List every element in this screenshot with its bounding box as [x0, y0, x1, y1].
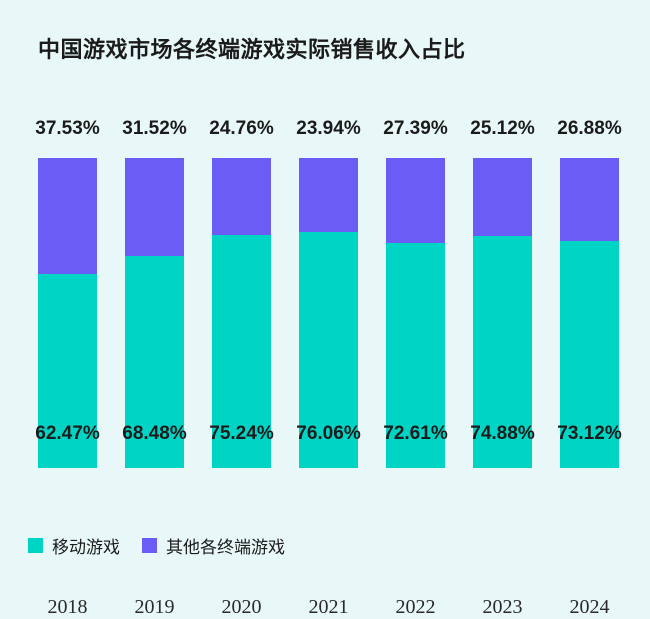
bar-segment-mobile[interactable] — [473, 235, 532, 468]
page-title: 中国游戏市场各终端游戏实际销售收入占比 — [38, 37, 466, 62]
bar-label-other-share: 23.94% — [296, 118, 361, 139]
chart-card: 中国游戏市场各终端游戏实际销售收入占比 37.53% 62.47% 2018 31.5… — [28, 37, 622, 618]
bar-segment-other[interactable] — [299, 158, 358, 233]
bar-label-mobile-share: 74.88% — [470, 423, 535, 444]
legend-label-other: 其他各终端游戏 — [166, 538, 285, 557]
chart-legend: 移动游戏 其他各终端游戏 — [28, 533, 285, 558]
bar-segment-mobile[interactable] — [560, 241, 619, 468]
x-axis-tick-label: 2021 — [308, 596, 349, 618]
x-axis-tick-label: 2023 — [482, 596, 523, 618]
stacked-bar[interactable] — [299, 158, 358, 468]
stacked-bar[interactable] — [38, 158, 97, 468]
bar-label-other-share: 31.52% — [122, 118, 187, 139]
x-axis-tick-label: 2020 — [221, 596, 262, 618]
bar-label-mobile-share: 62.47% — [35, 423, 100, 444]
stacked-bar[interactable] — [212, 158, 271, 468]
bar-label-mobile-share: 76.06% — [296, 423, 361, 444]
legend-item-mobile[interactable]: 移动游戏 — [28, 533, 120, 558]
bar-label-other-share: 26.88% — [557, 118, 622, 139]
bar-label-mobile-share: 72.61% — [383, 423, 448, 444]
stacked-bar[interactable] — [473, 158, 532, 468]
bar-label-mobile-share: 73.12% — [557, 423, 622, 444]
bar-label-other-share: 37.53% — [35, 118, 100, 139]
legend-swatch-mobile-icon — [28, 538, 43, 553]
x-axis-tick-label: 2018 — [47, 596, 88, 618]
bar-label-other-share: 24.76% — [209, 118, 274, 139]
bar-segment-mobile[interactable] — [212, 234, 271, 468]
legend-label-mobile: 移动游戏 — [52, 538, 120, 557]
stacked-bar[interactable] — [386, 158, 445, 468]
bar-segment-mobile[interactable] — [125, 255, 184, 468]
bar-segment-mobile[interactable] — [386, 242, 445, 468]
bar-label-other-share: 25.12% — [470, 118, 535, 139]
legend-swatch-other-icon — [142, 538, 157, 553]
bar-segment-mobile[interactable] — [38, 274, 97, 468]
bar-segment-other[interactable] — [386, 158, 445, 243]
legend-item-other[interactable]: 其他各终端游戏 — [142, 533, 285, 558]
stacked-bar[interactable] — [560, 158, 619, 468]
bar-segment-other[interactable] — [212, 158, 271, 235]
bar-segment-other[interactable] — [473, 158, 532, 236]
bar-segment-other[interactable] — [38, 158, 97, 275]
x-axis-tick-label: 2022 — [395, 596, 436, 618]
x-axis-tick-label: 2019 — [134, 596, 175, 618]
bar-label-mobile-share: 68.48% — [122, 423, 187, 444]
bar-segment-mobile[interactable] — [299, 232, 358, 468]
stacked-bar[interactable] — [125, 158, 184, 468]
bar-segment-other[interactable] — [125, 158, 184, 256]
plot-area: 37.53% 62.47% 2018 31.52% 68.48% 2019 24.76% 75… — [35, 118, 622, 618]
bar-segment-other[interactable] — [560, 158, 619, 242]
bar-label-other-share: 27.39% — [383, 118, 448, 139]
x-axis-tick-label: 2024 — [569, 596, 610, 618]
bar-label-mobile-share: 75.24% — [209, 423, 274, 444]
